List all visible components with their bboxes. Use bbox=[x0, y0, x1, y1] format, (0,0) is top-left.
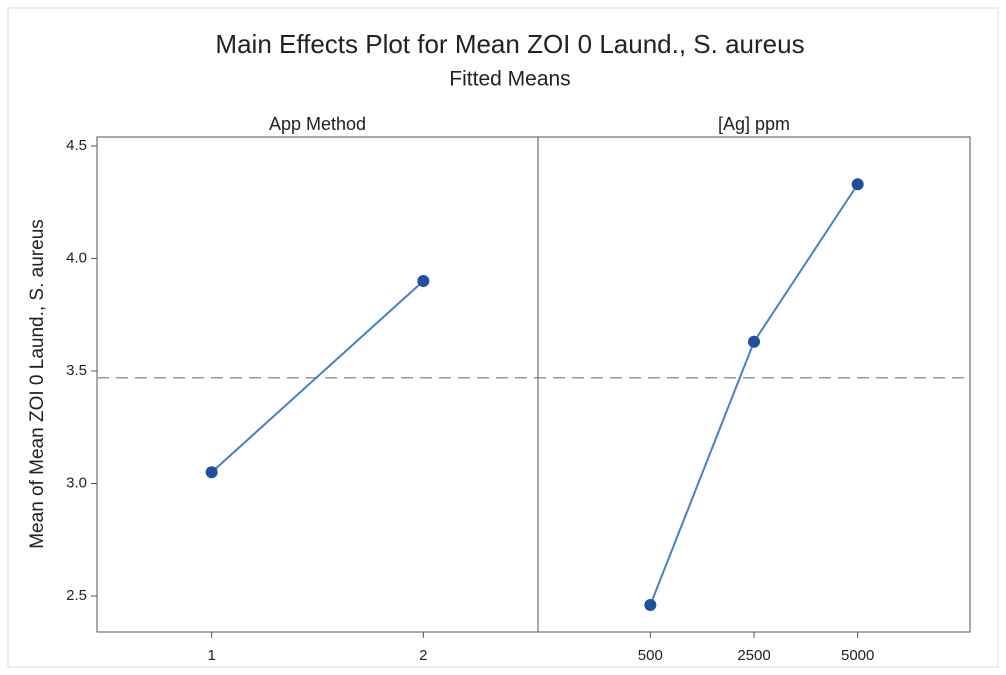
y-axis-label: Mean of Mean ZOI 0 Laund., S. aureus bbox=[27, 219, 48, 549]
y-tick-label: 4.0 bbox=[66, 249, 87, 266]
chart-title: Main Effects Plot for Mean ZOI 0 Laund.,… bbox=[215, 29, 804, 59]
x-tick-label: 2 bbox=[419, 647, 427, 664]
point bbox=[851, 178, 864, 191]
point bbox=[748, 335, 760, 348]
point bbox=[205, 466, 218, 479]
figure-border bbox=[7, 7, 999, 668]
plot-frame bbox=[96, 136, 971, 633]
panel-title: App Method bbox=[269, 114, 366, 134]
panel-title: [Ag] ppm bbox=[718, 114, 790, 134]
y-tick-label: 3.5 bbox=[66, 362, 87, 379]
x-tick-label: 5000 bbox=[841, 647, 874, 664]
x-tick-label: 2500 bbox=[737, 647, 770, 664]
y-tick-label: 2.5 bbox=[66, 587, 87, 604]
x-tick-label: 500 bbox=[638, 647, 663, 664]
point bbox=[644, 599, 657, 611]
effect-line bbox=[210, 280, 425, 473]
chart-subtitle: Fitted Means bbox=[449, 68, 570, 91]
y-tick-label: 4.5 bbox=[66, 137, 87, 154]
y-tick-label: 3.0 bbox=[66, 474, 87, 491]
point bbox=[417, 275, 430, 287]
x-tick-label: 1 bbox=[207, 647, 215, 664]
